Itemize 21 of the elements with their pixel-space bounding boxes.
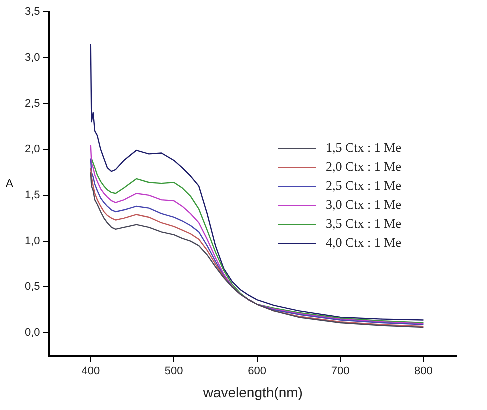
legend-label: 4,0 Ctx : 1 Me <box>326 235 402 250</box>
x-tick-label: 400 <box>82 366 100 378</box>
y-tick-label: 0,0 <box>24 327 40 340</box>
x-tick-label: 600 <box>248 366 266 378</box>
y-tick-label: 3,0 <box>24 52 40 64</box>
legend-label: 3,0 Ctx : 1 Me <box>326 197 402 212</box>
legend-label: 3,5 Ctx : 1 Me <box>326 216 402 232</box>
y-tick-label: 3,5 <box>24 6 40 18</box>
x-tick-label: 800 <box>414 366 433 378</box>
y-axis-title: A <box>6 178 14 190</box>
x-tick-label: 500 <box>164 366 184 378</box>
x-axis-title: wavelength(nm) <box>202 384 303 400</box>
legend-label: 2,0 Ctx : 1 Me <box>326 159 402 174</box>
y-tick-label: 1,5 <box>24 190 40 202</box>
x-tick-label: 700 <box>331 366 350 378</box>
y-tick-label: 2,0 <box>24 144 40 156</box>
legend-label: 2,5 Ctx : 1 Me <box>326 178 402 194</box>
legend-label: 1,5 Ctx : 1 Me <box>326 140 402 156</box>
y-tick-label: 0,5 <box>24 281 40 294</box>
y-tick-label: 2,5 <box>24 98 40 110</box>
y-tick-label: 1,0 <box>24 235 40 248</box>
